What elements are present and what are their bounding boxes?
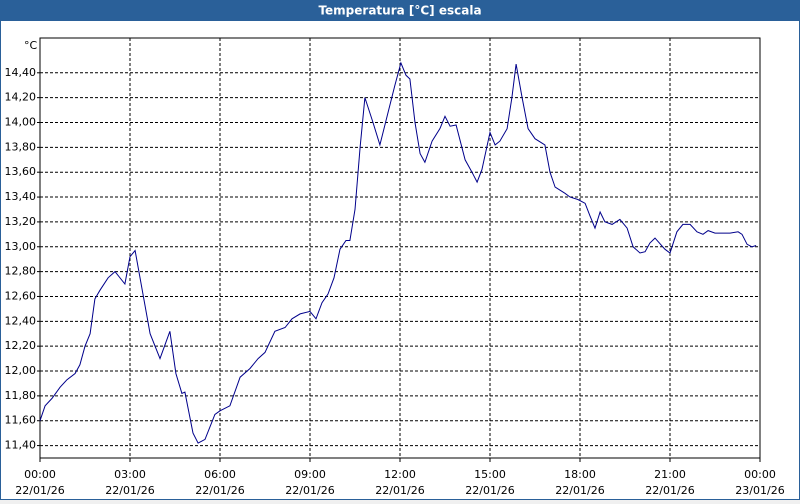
y-tick-label: 13,20 <box>5 215 37 228</box>
y-tick-label: 11,40 <box>5 439 37 452</box>
y-tick-label: 13,00 <box>5 240 37 253</box>
x-tick-date: 22/01/26 <box>645 484 694 497</box>
x-tick-label: 09:00 <box>294 468 326 481</box>
x-tick-date: 22/01/26 <box>15 484 64 497</box>
x-tick-date: 23/01/26 <box>735 484 784 497</box>
x-tick-label: 18:00 <box>564 468 596 481</box>
y-tick-label: 12,20 <box>5 339 37 352</box>
x-tick-date: 22/01/26 <box>285 484 334 497</box>
x-tick-date: 22/01/26 <box>105 484 154 497</box>
chart-title: Temperatura [°C] escala <box>318 4 481 18</box>
y-tick-label: 11,80 <box>5 389 37 402</box>
x-tick-label: 00:00 <box>744 468 776 481</box>
y-tick-label: 12,00 <box>5 364 37 377</box>
y-tick-label: 14,40 <box>5 66 37 79</box>
x-tick-label: 06:00 <box>204 468 236 481</box>
y-tick-label: 12,80 <box>5 265 37 278</box>
title-bar <box>0 0 800 21</box>
x-tick-date: 22/01/26 <box>195 484 244 497</box>
x-tick-label: 12:00 <box>384 468 416 481</box>
x-tick-label: 00:00 <box>24 468 56 481</box>
y-tick-label: 13,60 <box>5 165 37 178</box>
y-tick-label: 12,40 <box>5 314 37 327</box>
y-tick-label: 11,60 <box>5 414 37 427</box>
x-tick-date: 22/01/26 <box>465 484 514 497</box>
x-tick-label: 15:00 <box>474 468 506 481</box>
temperature-line <box>39 61 757 444</box>
y-tick-label: 14,00 <box>5 115 37 128</box>
y-tick-label: 13,40 <box>5 190 37 203</box>
y-tick-label: 14,20 <box>5 91 37 104</box>
x-tick-label: 21:00 <box>654 468 686 481</box>
y-tick-label: 12,60 <box>5 289 37 302</box>
x-tick-date: 22/01/26 <box>555 484 604 497</box>
y-unit: °C <box>24 39 38 52</box>
x-tick-date: 22/01/26 <box>375 484 424 497</box>
x-tick-label: 03:00 <box>114 468 146 481</box>
y-tick-label: 13,80 <box>5 140 37 153</box>
